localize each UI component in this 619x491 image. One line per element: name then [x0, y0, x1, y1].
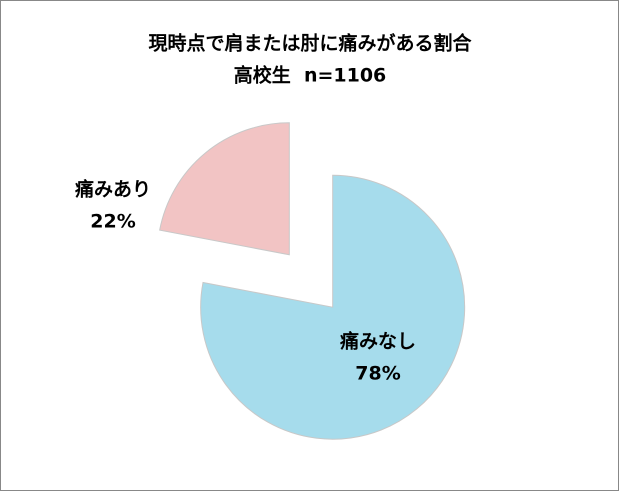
- slice-label: 痛みあり: [75, 178, 151, 201]
- pie-slice: [159, 122, 290, 256]
- slice-label: 痛みなし: [340, 330, 416, 353]
- value-label: 22%: [90, 211, 135, 233]
- chart-title: 現時点で肩または肘に痛みがある割合: [148, 32, 472, 55]
- pie-slice: [200, 174, 466, 440]
- value-label: 78%: [355, 363, 400, 385]
- chart-subtitle: 高校生 n=1106: [234, 64, 387, 87]
